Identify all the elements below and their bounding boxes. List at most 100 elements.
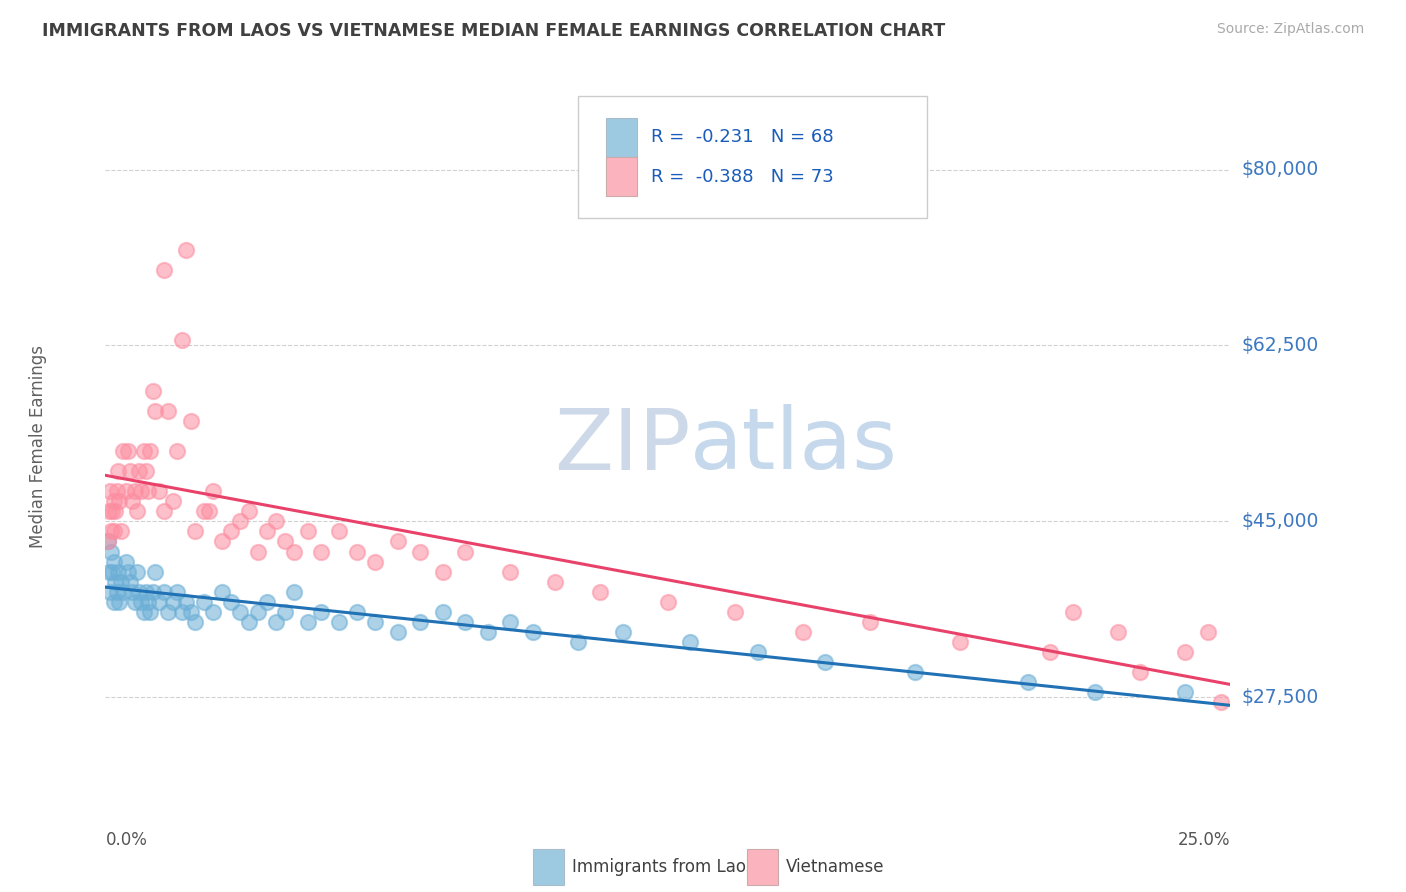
Point <box>143 404 166 418</box>
Text: $27,500: $27,500 <box>1241 688 1319 706</box>
Point <box>1062 605 1084 619</box>
Point <box>221 595 243 609</box>
Point <box>1017 675 1039 690</box>
Point <box>409 544 432 558</box>
Point <box>679 635 702 649</box>
Point <box>256 524 278 539</box>
Point <box>170 334 193 348</box>
Point <box>100 524 122 539</box>
Point <box>100 544 122 558</box>
Point <box>131 595 153 609</box>
Point <box>108 595 131 609</box>
Point <box>142 384 165 398</box>
Point <box>1084 685 1107 699</box>
Point <box>792 624 814 639</box>
Point <box>105 584 128 599</box>
Point <box>387 534 409 549</box>
Point <box>432 565 454 579</box>
Point <box>166 584 188 599</box>
Point <box>1211 695 1233 709</box>
Point <box>107 565 129 579</box>
Point <box>328 524 350 539</box>
Point <box>589 584 612 599</box>
Point <box>477 624 499 639</box>
Bar <box>606 118 637 157</box>
Point <box>409 615 432 629</box>
Point <box>136 595 159 609</box>
Point <box>107 464 129 478</box>
Point <box>904 665 927 680</box>
Point <box>166 444 188 458</box>
Point <box>128 584 150 599</box>
Point <box>148 484 170 499</box>
Point <box>162 595 184 609</box>
Point <box>135 464 157 478</box>
Point <box>202 605 225 619</box>
Point <box>180 414 202 428</box>
Point <box>544 574 567 589</box>
Point <box>104 574 127 589</box>
Point <box>198 504 221 518</box>
Point <box>724 605 747 619</box>
Point <box>142 584 165 599</box>
Text: IMMIGRANTS FROM LAOS VS VIETNAMESE MEDIAN FEMALE EARNINGS CORRELATION CHART: IMMIGRANTS FROM LAOS VS VIETNAMESE MEDIA… <box>42 22 945 40</box>
Point <box>266 515 288 529</box>
Point <box>346 544 368 558</box>
Point <box>170 605 193 619</box>
Point <box>311 544 333 558</box>
Text: atlas: atlas <box>690 404 898 488</box>
Point <box>125 504 148 518</box>
Point <box>211 534 233 549</box>
Point <box>311 605 333 619</box>
Point <box>103 595 125 609</box>
Point <box>112 444 135 458</box>
Point <box>121 584 143 599</box>
Point <box>1174 685 1197 699</box>
Point <box>120 464 142 478</box>
Point <box>103 555 125 569</box>
Point <box>114 555 136 569</box>
Point <box>98 484 121 499</box>
Point <box>120 574 142 589</box>
Point <box>157 404 180 418</box>
Point <box>112 584 135 599</box>
Point <box>153 504 176 518</box>
Point <box>297 615 319 629</box>
Text: R =  -0.231   N = 68: R = -0.231 N = 68 <box>651 128 834 146</box>
Text: Source: ZipAtlas.com: Source: ZipAtlas.com <box>1216 22 1364 37</box>
Point <box>153 263 176 277</box>
Point <box>132 605 155 619</box>
Point <box>101 565 124 579</box>
Point <box>117 565 139 579</box>
Point <box>567 635 589 649</box>
Point <box>364 555 387 569</box>
Point <box>180 605 202 619</box>
Point <box>97 534 120 549</box>
Point <box>103 494 125 508</box>
Point <box>193 595 215 609</box>
Point <box>104 504 127 518</box>
Point <box>157 605 180 619</box>
Point <box>97 534 120 549</box>
Text: Immigrants from Laos: Immigrants from Laos <box>572 858 755 876</box>
Bar <box>533 849 564 885</box>
Text: 0.0%: 0.0% <box>105 831 148 849</box>
Point <box>131 484 153 499</box>
Point <box>747 645 769 659</box>
Point <box>176 243 198 257</box>
Point <box>1129 665 1152 680</box>
Point <box>117 444 139 458</box>
Point <box>859 615 882 629</box>
Point <box>121 494 143 508</box>
Text: $45,000: $45,000 <box>1241 512 1319 531</box>
Point <box>499 615 522 629</box>
Point <box>124 595 146 609</box>
Point <box>132 444 155 458</box>
Point <box>247 605 270 619</box>
Point <box>221 524 243 539</box>
Point <box>229 605 252 619</box>
Point <box>211 584 233 599</box>
Point <box>266 615 288 629</box>
Point <box>184 524 207 539</box>
Point <box>124 484 146 499</box>
